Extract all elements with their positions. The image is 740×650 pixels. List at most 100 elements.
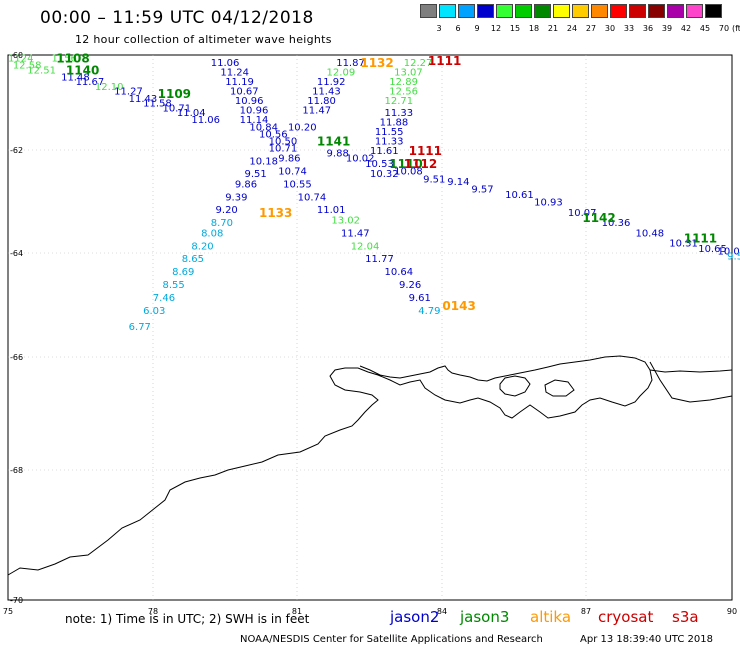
wave-height-label: 11.58: [143, 99, 172, 110]
legend-swatch: [553, 4, 570, 18]
pass-time-label: 1111: [684, 232, 717, 246]
wave-height-label: 10.55: [283, 179, 312, 190]
wave-height-label: 9.88: [327, 149, 349, 160]
y-tick-label: -60: [10, 51, 23, 60]
x-tick-label: 90: [727, 607, 737, 616]
wave-height-label: 10.96: [240, 106, 269, 117]
wave-height-label: 10.50: [269, 137, 298, 148]
wave-height-label: 11.19: [225, 77, 254, 88]
wave-height-label: 10.08: [394, 167, 423, 178]
wave-height-label: 9.86: [235, 179, 257, 190]
legend-swatch: [496, 4, 513, 18]
wave-height-label: 8.20: [191, 241, 213, 252]
wave-height-label: 11.33: [375, 137, 404, 148]
legend-swatch: [458, 4, 475, 18]
legend-swatch: [686, 4, 703, 18]
wave-height-label: 8.55: [162, 280, 184, 291]
y-tick-label: -70: [10, 596, 23, 605]
wave-height-label: 11.14: [240, 115, 269, 126]
satellite-legend-item: jason3: [460, 608, 510, 626]
wave-height-label: 11.06: [191, 115, 220, 126]
wave-height-label: 9.57: [727, 252, 740, 263]
wave-height-label: 9.57: [471, 185, 493, 196]
track-labels: 1124 115612.5812.5111.4811.6712.1011.2711…: [8, 51, 740, 332]
wave-height-label: 12.56: [389, 87, 418, 98]
wave-height-label: 6.03: [143, 306, 165, 317]
pass-time-label: 1111: [409, 144, 442, 158]
legend-label: 21: [547, 24, 559, 33]
pass-time-label: 1142: [582, 211, 615, 225]
wave-height-label: 11.80: [307, 96, 336, 107]
wave-height-label: 10.53: [365, 159, 394, 170]
wave-height-label: 6.77: [129, 322, 151, 333]
legend-label: 33: [623, 24, 635, 33]
wave-height-label: 8.08: [201, 228, 223, 239]
page-subtitle: 12 hour collection of altimeter wave hei…: [75, 33, 332, 46]
x-tick-label: 87: [581, 607, 591, 616]
pass-time-label: 1111: [428, 54, 461, 68]
wave-height-label: 10.48: [635, 228, 664, 239]
legend-swatch: [572, 4, 589, 18]
wave-height-label: 13.07: [394, 68, 423, 79]
page-title: 00:00 – 11:59 UTC 04/12/2018: [40, 8, 314, 28]
wave-height-label: 12.10: [95, 82, 124, 93]
legend-swatch: [705, 4, 722, 18]
legend-label: 24: [566, 24, 578, 33]
wave-height-label: 1124: [8, 53, 33, 64]
axis-labels: 75 78 81 84 87 90 -60 -62 -64 -66 -68 -70: [3, 51, 737, 616]
wave-height-label: 10.67: [230, 87, 259, 98]
legend-label: 18: [528, 24, 540, 33]
wave-height-label: 9.39: [225, 192, 247, 203]
wave-height-label: 10.71: [162, 103, 191, 114]
wave-height-label: 11.88: [380, 118, 409, 129]
wave-height-label: 10.61: [505, 190, 534, 201]
legend-label: 12: [490, 24, 502, 33]
x-tick-label: 81: [292, 607, 302, 616]
pass-time-label: 1110: [389, 157, 422, 171]
wave-height-label: 10.20: [288, 122, 317, 133]
legend-swatch: [534, 4, 551, 18]
wave-height-label: 13.02: [331, 216, 360, 227]
satellite-legend-item: altika: [530, 608, 572, 626]
legend-swatch: [629, 4, 646, 18]
wave-height-label: 10.56: [259, 129, 288, 140]
wave-height-label: 10.36: [602, 218, 631, 229]
graticule: [8, 55, 732, 600]
wave-height-label: 1156: [51, 53, 76, 64]
pass-time-label: 1133: [259, 206, 292, 220]
legend-label: 6: [455, 24, 461, 33]
wave-height-label: 11.61: [370, 146, 399, 157]
legend-swatch: [420, 4, 437, 18]
wave-height-label: 12.58: [13, 61, 42, 72]
wave-height-label: 11.04: [177, 108, 206, 119]
wave-height-label: 7.46: [153, 293, 175, 304]
legend-label: 39: [661, 24, 673, 33]
wave-height-label: 10.31: [669, 239, 698, 250]
legend-swatch: [648, 4, 665, 18]
wave-height-label: 12.51: [27, 65, 56, 76]
wave-height-label: 12.27: [404, 58, 433, 69]
wave-height-label: 12.09: [327, 68, 356, 79]
footer-credit: NOAA/NESDIS Center for Satellite Applica…: [240, 634, 543, 645]
wave-height-label: 10.74: [278, 167, 307, 178]
legend-label: 15: [509, 24, 521, 33]
x-tick-label: 75: [3, 607, 13, 616]
legend-swatch: [667, 4, 684, 18]
legend-label: 42: [680, 24, 692, 33]
wave-height-label: 11.77: [365, 254, 394, 265]
legend-label: 30: [604, 24, 616, 33]
wave-height-label: 11.27: [114, 87, 143, 98]
wave-height-label: 11.47: [341, 228, 370, 239]
wave-height-label: 12.04: [351, 241, 380, 252]
wave-height-label: 11.33: [384, 108, 413, 119]
x-tick-label: 78: [148, 607, 158, 616]
wave-height-label: 11.01: [317, 205, 346, 216]
wave-height-label: 11.48: [61, 72, 90, 83]
wave-height-label: 10.02: [346, 154, 375, 165]
legend-swatch: [610, 4, 627, 18]
pass-time-label: 1108: [56, 51, 89, 65]
wave-height-label: 9.86: [278, 154, 300, 165]
satellite-legend-item: jason2: [390, 608, 440, 626]
wave-height-label: 10.32: [370, 169, 399, 180]
satellite-legend-item: s3a: [672, 608, 699, 626]
